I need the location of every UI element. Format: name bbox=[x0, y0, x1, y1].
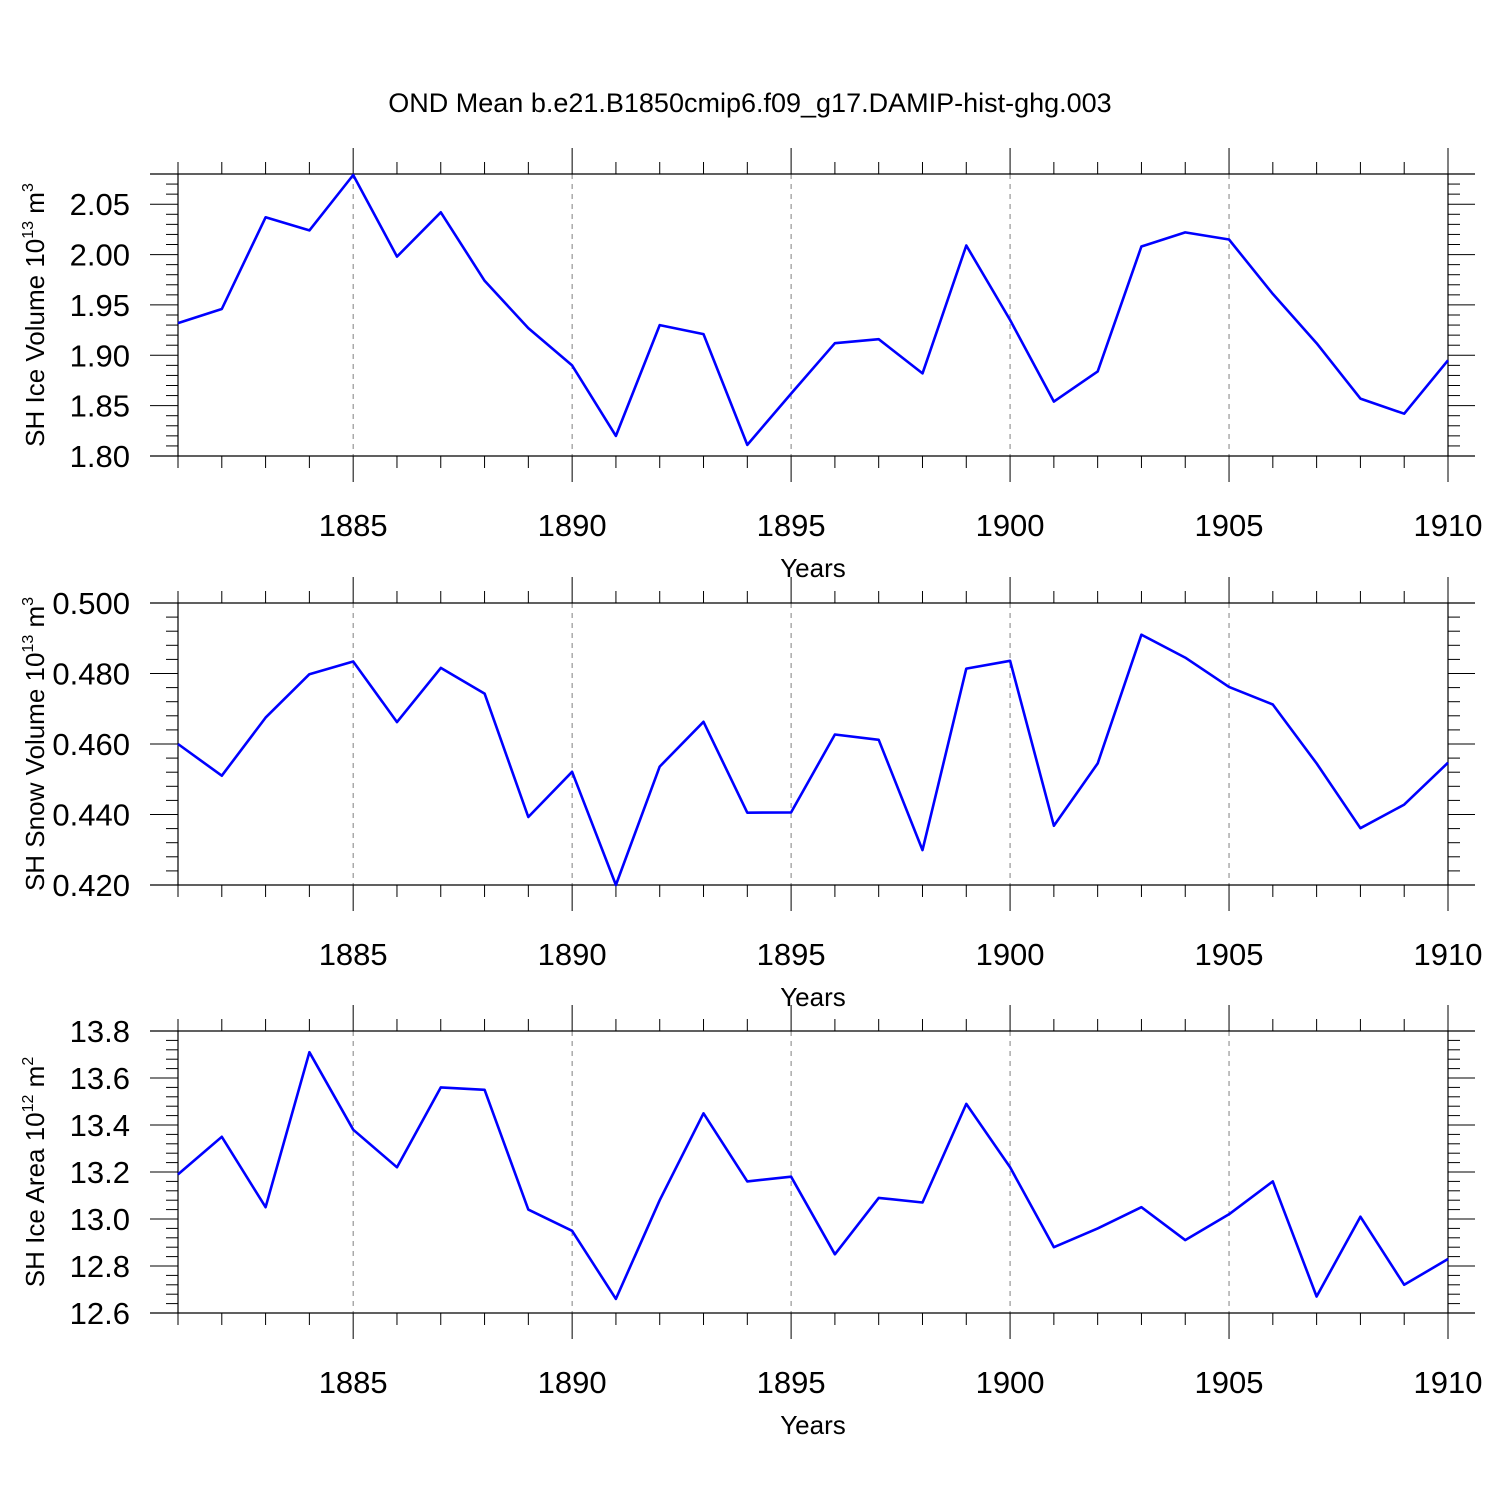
x-tick-label-1890: 1890 bbox=[538, 937, 607, 972]
panel-1: 1.80 1.85 1.90 1.95 2.00 2.05 1885 1890 1895 1900… bbox=[20, 148, 1482, 583]
y-axis-label: SH Ice Volume 1013 m3 bbox=[20, 183, 50, 447]
x-tick-label-1900: 1900 bbox=[976, 1365, 1045, 1400]
x-tick-label-1895: 1895 bbox=[757, 508, 826, 543]
x-tick-label-1895: 1895 bbox=[757, 937, 826, 972]
y-tick-label-0.420: 0.420 bbox=[52, 868, 130, 903]
y-tick-label-12.6: 12.6 bbox=[70, 1296, 130, 1331]
x-tick-label-1895: 1895 bbox=[757, 1365, 826, 1400]
y-tick-label-12.8: 12.8 bbox=[70, 1249, 130, 1284]
y-tick-label-13.8: 13.8 bbox=[70, 1014, 130, 1049]
series-line-2 bbox=[177, 633, 1449, 887]
x-tick-label-1905: 1905 bbox=[1195, 1365, 1264, 1400]
x-tick-label-1890: 1890 bbox=[538, 1365, 607, 1400]
panels: 1.80 1.85 1.90 1.95 2.00 2.05 1885 1890 1895 1900… bbox=[20, 148, 1482, 1440]
series-line-1 bbox=[177, 173, 1450, 447]
x-tick-label-1890: 1890 bbox=[538, 508, 607, 543]
x-tick-label-1910: 1910 bbox=[1414, 508, 1483, 543]
x-tick-label-1910: 1910 bbox=[1414, 937, 1483, 972]
y-tick-label-13.2: 13.2 bbox=[70, 1155, 130, 1190]
y-tick-label-1.90: 1.90 bbox=[70, 338, 130, 373]
series-line-3 bbox=[177, 1050, 1449, 1301]
y-tick-label-0.480: 0.480 bbox=[52, 657, 130, 692]
y-tick-label-2.05: 2.05 bbox=[70, 187, 130, 222]
chart-title: OND Mean b.e21.B1850cmip6.f09_g17.DAMIP-… bbox=[388, 88, 1111, 118]
x-tick-label-1905: 1905 bbox=[1195, 937, 1264, 972]
x-tick-label-1910: 1910 bbox=[1414, 1365, 1483, 1400]
x-tick-label-1900: 1900 bbox=[976, 508, 1045, 543]
x-tick-label-1885: 1885 bbox=[319, 937, 388, 972]
x-axis-label: Years bbox=[780, 982, 846, 1012]
x-tick-label-1885: 1885 bbox=[319, 508, 388, 543]
y-tick-label-0.440: 0.440 bbox=[52, 798, 130, 833]
x-tick-label-1900: 1900 bbox=[976, 937, 1045, 972]
y-tick-label-13.6: 13.6 bbox=[70, 1061, 130, 1096]
x-tick-label-1885: 1885 bbox=[319, 1365, 388, 1400]
y-tick-label-2.00: 2.00 bbox=[70, 238, 130, 273]
panel-2: 0.420 0.440 0.460 0.480 0.500 1885 1890 1895 190… bbox=[20, 577, 1482, 1012]
y-tick-label-0.500: 0.500 bbox=[52, 586, 130, 621]
x-axis-label: Years bbox=[780, 1410, 846, 1440]
y-axis-label: SH Snow Volume 1013 m3 bbox=[20, 597, 50, 891]
y-tick-label-13.0: 13.0 bbox=[70, 1202, 130, 1237]
panel-3: 12.6 12.8 13.0 13.2 13.4 13.6 13.8 1885 1890 1895… bbox=[20, 1005, 1482, 1440]
y-axis-label: SH Ice Area 1012 m2 bbox=[20, 1057, 50, 1288]
y-tick-label-1.95: 1.95 bbox=[70, 288, 130, 323]
y-tick-label-1.85: 1.85 bbox=[70, 389, 130, 424]
x-tick-label-1905: 1905 bbox=[1195, 508, 1264, 543]
y-tick-label-13.4: 13.4 bbox=[70, 1108, 130, 1143]
y-tick-label-0.460: 0.460 bbox=[52, 727, 130, 762]
x-axis-label: Years bbox=[780, 553, 846, 583]
y-tick-label-1.80: 1.80 bbox=[70, 439, 130, 474]
